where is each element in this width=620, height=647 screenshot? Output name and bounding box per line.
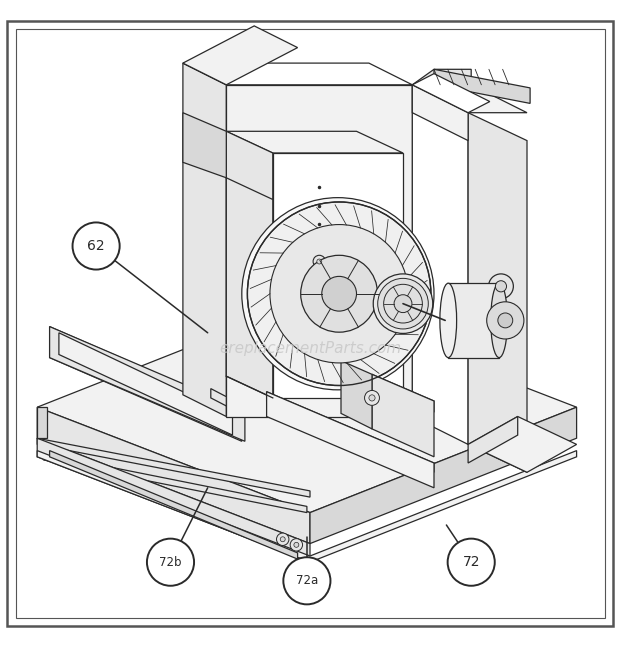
Circle shape bbox=[294, 542, 299, 547]
Circle shape bbox=[384, 284, 422, 323]
Circle shape bbox=[365, 390, 379, 405]
Circle shape bbox=[373, 274, 433, 333]
Polygon shape bbox=[412, 69, 471, 85]
Polygon shape bbox=[50, 327, 245, 441]
Polygon shape bbox=[183, 63, 226, 417]
Circle shape bbox=[242, 197, 434, 390]
Text: 72b: 72b bbox=[159, 556, 182, 569]
Circle shape bbox=[280, 537, 285, 542]
Polygon shape bbox=[412, 85, 527, 113]
Polygon shape bbox=[183, 26, 298, 85]
Polygon shape bbox=[37, 407, 46, 438]
Circle shape bbox=[378, 278, 428, 329]
Circle shape bbox=[317, 259, 322, 264]
Circle shape bbox=[270, 225, 409, 363]
Polygon shape bbox=[37, 438, 310, 497]
Polygon shape bbox=[226, 85, 412, 417]
Polygon shape bbox=[412, 74, 490, 113]
Polygon shape bbox=[267, 391, 434, 488]
Polygon shape bbox=[267, 391, 434, 472]
Circle shape bbox=[73, 223, 120, 270]
Circle shape bbox=[147, 539, 194, 586]
Polygon shape bbox=[37, 407, 310, 543]
Polygon shape bbox=[226, 131, 273, 398]
Circle shape bbox=[283, 557, 330, 604]
Circle shape bbox=[495, 281, 507, 292]
Text: 72: 72 bbox=[463, 555, 480, 569]
Polygon shape bbox=[43, 454, 307, 512]
Polygon shape bbox=[341, 360, 372, 429]
Circle shape bbox=[448, 539, 495, 586]
Polygon shape bbox=[183, 63, 412, 85]
Polygon shape bbox=[372, 375, 434, 412]
Polygon shape bbox=[37, 302, 577, 512]
Ellipse shape bbox=[491, 283, 507, 358]
Circle shape bbox=[290, 539, 303, 551]
Polygon shape bbox=[468, 417, 577, 472]
Polygon shape bbox=[412, 85, 468, 140]
Text: ereplacementParts.com: ereplacementParts.com bbox=[219, 341, 401, 356]
Polygon shape bbox=[183, 113, 226, 178]
Polygon shape bbox=[226, 131, 403, 153]
Circle shape bbox=[277, 533, 289, 545]
Circle shape bbox=[301, 256, 378, 332]
Text: 62: 62 bbox=[87, 239, 105, 253]
Polygon shape bbox=[468, 417, 518, 463]
Polygon shape bbox=[310, 407, 577, 543]
Circle shape bbox=[369, 395, 375, 401]
Polygon shape bbox=[226, 131, 273, 199]
Polygon shape bbox=[50, 327, 242, 441]
Polygon shape bbox=[273, 153, 403, 398]
Polygon shape bbox=[412, 85, 468, 444]
Text: 72a: 72a bbox=[296, 575, 318, 587]
Circle shape bbox=[322, 276, 356, 311]
Polygon shape bbox=[37, 450, 577, 562]
Ellipse shape bbox=[440, 283, 456, 358]
Polygon shape bbox=[50, 450, 298, 559]
Polygon shape bbox=[59, 333, 233, 435]
Circle shape bbox=[498, 313, 513, 328]
Circle shape bbox=[394, 295, 412, 313]
Polygon shape bbox=[434, 69, 530, 104]
Circle shape bbox=[487, 302, 524, 339]
Polygon shape bbox=[211, 389, 226, 406]
Polygon shape bbox=[59, 333, 233, 435]
Polygon shape bbox=[37, 438, 310, 562]
Circle shape bbox=[489, 274, 513, 299]
Polygon shape bbox=[468, 113, 527, 472]
Circle shape bbox=[313, 256, 326, 268]
Polygon shape bbox=[448, 283, 499, 358]
Circle shape bbox=[247, 202, 431, 386]
Polygon shape bbox=[372, 375, 434, 457]
